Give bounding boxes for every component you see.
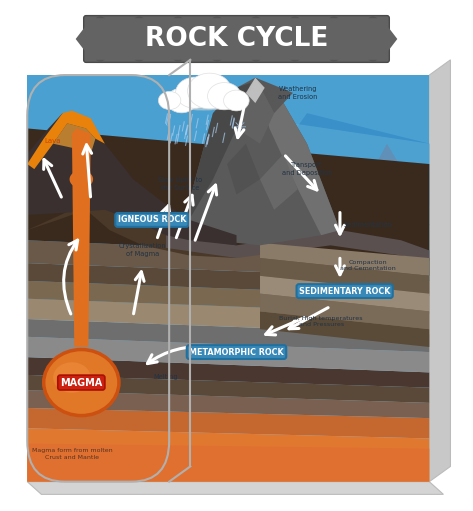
Text: Magma form from molten
Crust and Mantle: Magma form from molten Crust and Mantle: [32, 448, 112, 459]
Polygon shape: [27, 263, 429, 296]
Polygon shape: [27, 428, 429, 482]
Polygon shape: [72, 128, 91, 347]
Polygon shape: [368, 164, 429, 230]
Polygon shape: [27, 113, 236, 245]
Polygon shape: [290, 16, 299, 18]
Polygon shape: [212, 60, 222, 62]
Polygon shape: [307, 164, 392, 240]
Polygon shape: [27, 482, 443, 494]
Polygon shape: [96, 16, 105, 18]
Polygon shape: [27, 281, 429, 314]
Ellipse shape: [172, 98, 236, 110]
Polygon shape: [27, 111, 105, 169]
Polygon shape: [260, 294, 429, 329]
Polygon shape: [166, 230, 429, 261]
Polygon shape: [260, 276, 429, 311]
Text: Melting: Melting: [154, 375, 178, 381]
Polygon shape: [27, 164, 236, 258]
Polygon shape: [27, 444, 429, 482]
Polygon shape: [251, 16, 261, 18]
Polygon shape: [212, 16, 222, 18]
Polygon shape: [174, 60, 183, 62]
Polygon shape: [236, 78, 274, 144]
Polygon shape: [27, 190, 429, 276]
Polygon shape: [227, 144, 260, 195]
Polygon shape: [27, 319, 429, 400]
Polygon shape: [27, 408, 429, 438]
Polygon shape: [76, 18, 92, 60]
Ellipse shape: [158, 91, 181, 109]
Text: Sedimentation: Sedimentation: [344, 222, 393, 228]
Polygon shape: [368, 16, 377, 18]
Text: ✳: ✳: [232, 120, 246, 137]
Polygon shape: [260, 311, 429, 347]
Polygon shape: [27, 299, 429, 334]
Polygon shape: [27, 375, 429, 403]
Text: Compaction
and Cementation: Compaction and Cementation: [340, 260, 396, 271]
Polygon shape: [429, 60, 450, 482]
Polygon shape: [134, 60, 144, 62]
Polygon shape: [96, 60, 105, 62]
Polygon shape: [260, 258, 429, 294]
Ellipse shape: [70, 170, 93, 188]
Ellipse shape: [224, 90, 249, 111]
Polygon shape: [174, 16, 183, 18]
Polygon shape: [27, 319, 429, 352]
Text: SEDIMENTARY ROCK: SEDIMENTARY ROCK: [299, 287, 390, 295]
Polygon shape: [27, 128, 429, 258]
Polygon shape: [27, 156, 429, 238]
Text: Transport
and Deposition: Transport and Deposition: [282, 162, 333, 176]
Text: Weathering
and Erosion: Weathering and Erosion: [278, 86, 317, 100]
Polygon shape: [255, 78, 293, 113]
Ellipse shape: [53, 362, 91, 393]
Polygon shape: [27, 75, 429, 156]
Ellipse shape: [166, 88, 197, 113]
Polygon shape: [290, 60, 299, 62]
Polygon shape: [134, 16, 144, 18]
Ellipse shape: [208, 83, 241, 110]
Text: IGNEOUS ROCK: IGNEOUS ROCK: [118, 216, 186, 224]
Polygon shape: [180, 78, 340, 245]
Text: METAMORPHIC ROCK: METAMORPHIC ROCK: [189, 347, 284, 357]
Polygon shape: [27, 240, 429, 278]
Polygon shape: [246, 78, 265, 103]
Polygon shape: [260, 113, 429, 281]
Polygon shape: [260, 154, 298, 210]
Polygon shape: [260, 123, 429, 205]
Ellipse shape: [175, 77, 214, 108]
Text: ROCK CYCLE: ROCK CYCLE: [145, 26, 328, 52]
Polygon shape: [368, 60, 377, 62]
Polygon shape: [329, 16, 339, 18]
Polygon shape: [255, 78, 340, 235]
Text: Lava: Lava: [45, 138, 61, 144]
Polygon shape: [329, 60, 339, 62]
Ellipse shape: [188, 73, 232, 109]
Ellipse shape: [44, 350, 119, 415]
Text: MAGMA: MAGMA: [60, 378, 103, 387]
Text: Crystallization
of Magma: Crystallization of Magma: [119, 243, 166, 258]
FancyBboxPatch shape: [84, 16, 389, 62]
Polygon shape: [27, 357, 429, 388]
Polygon shape: [53, 123, 96, 154]
Polygon shape: [27, 238, 429, 319]
Polygon shape: [27, 390, 429, 418]
Text: Slow Uplift to
the Surface: Slow Uplift to the Surface: [158, 177, 202, 191]
Polygon shape: [180, 83, 251, 235]
Polygon shape: [260, 243, 429, 276]
Polygon shape: [381, 18, 397, 60]
Polygon shape: [340, 144, 429, 230]
Polygon shape: [27, 337, 429, 373]
Text: Burial, High temperatures
and Pressures: Burial, High temperatures and Pressures: [280, 316, 363, 328]
Polygon shape: [27, 400, 429, 482]
Polygon shape: [251, 60, 261, 62]
